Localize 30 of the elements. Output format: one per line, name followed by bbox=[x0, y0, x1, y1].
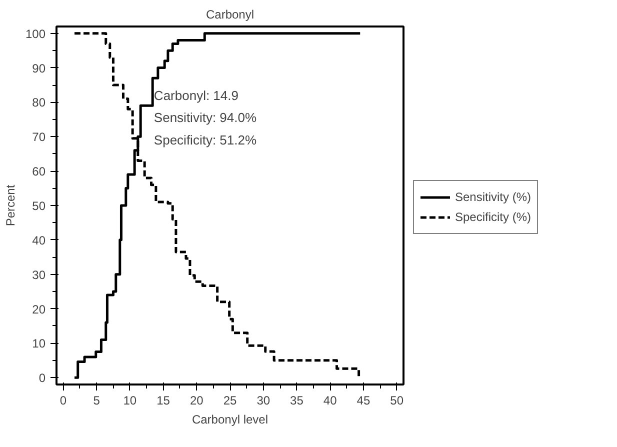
x-tick-label: 0 bbox=[60, 394, 67, 408]
y-tick-label: 10 bbox=[32, 336, 46, 351]
y-tick-label: 90 bbox=[32, 61, 46, 76]
annotation: Carbonyl: 14.9 bbox=[154, 88, 238, 103]
y-tick-label: 0 bbox=[38, 371, 46, 386]
y-tick-label: 20 bbox=[32, 302, 46, 316]
x-tick-label: 40 bbox=[323, 394, 338, 408]
y-tick-label: 100 bbox=[25, 26, 46, 41]
y-tick-label: 30 bbox=[32, 268, 46, 282]
x-tick-label: 25 bbox=[223, 394, 237, 408]
x-tick-label: 5 bbox=[93, 394, 100, 408]
y-tick-label: 80 bbox=[32, 96, 46, 110]
annotation: Specificity: 51.2% bbox=[154, 132, 257, 148]
x-tick-label: 30 bbox=[256, 394, 270, 408]
x-tick-label: 35 bbox=[290, 394, 304, 408]
annotation: Sensitivity: 94.0% bbox=[154, 110, 257, 126]
y-axis-title: Percent bbox=[3, 184, 18, 226]
chart-title: Carbonyl bbox=[206, 8, 254, 22]
y-tick-label: 50 bbox=[32, 199, 46, 213]
x-tick-label: 15 bbox=[156, 394, 170, 408]
y-tick-label: 40 bbox=[32, 233, 46, 248]
legend-label: Sensitivity (%) bbox=[455, 190, 532, 204]
legend-label: Specificity (%) bbox=[455, 210, 532, 224]
x-tick-label: 50 bbox=[390, 394, 404, 408]
x-tick-label: 45 bbox=[356, 394, 370, 408]
x-tick-label: 20 bbox=[190, 394, 204, 408]
x-axis-title: Carbonyl level bbox=[192, 412, 268, 426]
y-tick-label: 70 bbox=[32, 130, 46, 144]
y-tick-label: 60 bbox=[32, 164, 46, 179]
x-tick-label: 10 bbox=[123, 394, 137, 408]
